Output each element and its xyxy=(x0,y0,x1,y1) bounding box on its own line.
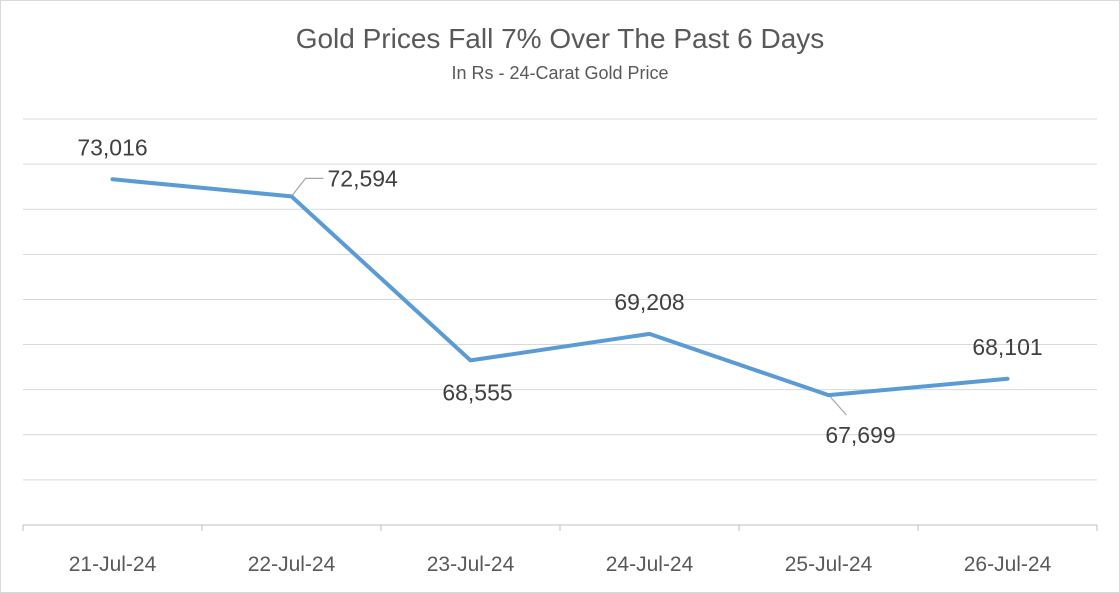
x-tick-label: 23-Jul-24 xyxy=(427,553,515,576)
x-tick-labels: 21-Jul-24 22-Jul-24 23-Jul-24 24-Jul-24 25-J… xyxy=(69,553,1052,576)
chart-title: Gold Prices Fall 7% Over The Past 6 Days xyxy=(295,23,825,54)
leader-line xyxy=(830,396,847,416)
chart-subtitle: In Rs - 24-Carat Gold Price xyxy=(451,63,669,83)
data-label: 68,555 xyxy=(442,379,512,405)
x-tick-label: 22-Jul-24 xyxy=(248,553,336,576)
x-tick-label: 21-Jul-24 xyxy=(69,553,157,576)
x-tick-label: 25-Jul-24 xyxy=(785,553,873,576)
data-label: 73,016 xyxy=(77,134,147,160)
data-label: 72,594 xyxy=(328,165,399,191)
gridlines xyxy=(23,118,1097,481)
data-label: 67,699 xyxy=(825,422,895,448)
x-tick-label: 26-Jul-24 xyxy=(964,553,1052,576)
leader-lines xyxy=(291,177,847,416)
data-labels: 73,016 72,594 68,555 69,208 67,699 68,101 xyxy=(77,134,1042,448)
leader-line xyxy=(291,177,324,197)
series-line xyxy=(110,177,1010,398)
x-axis xyxy=(22,524,1098,531)
data-label: 69,208 xyxy=(614,289,684,315)
data-label: 68,101 xyxy=(972,334,1042,360)
x-tick-label: 24-Jul-24 xyxy=(606,553,694,576)
